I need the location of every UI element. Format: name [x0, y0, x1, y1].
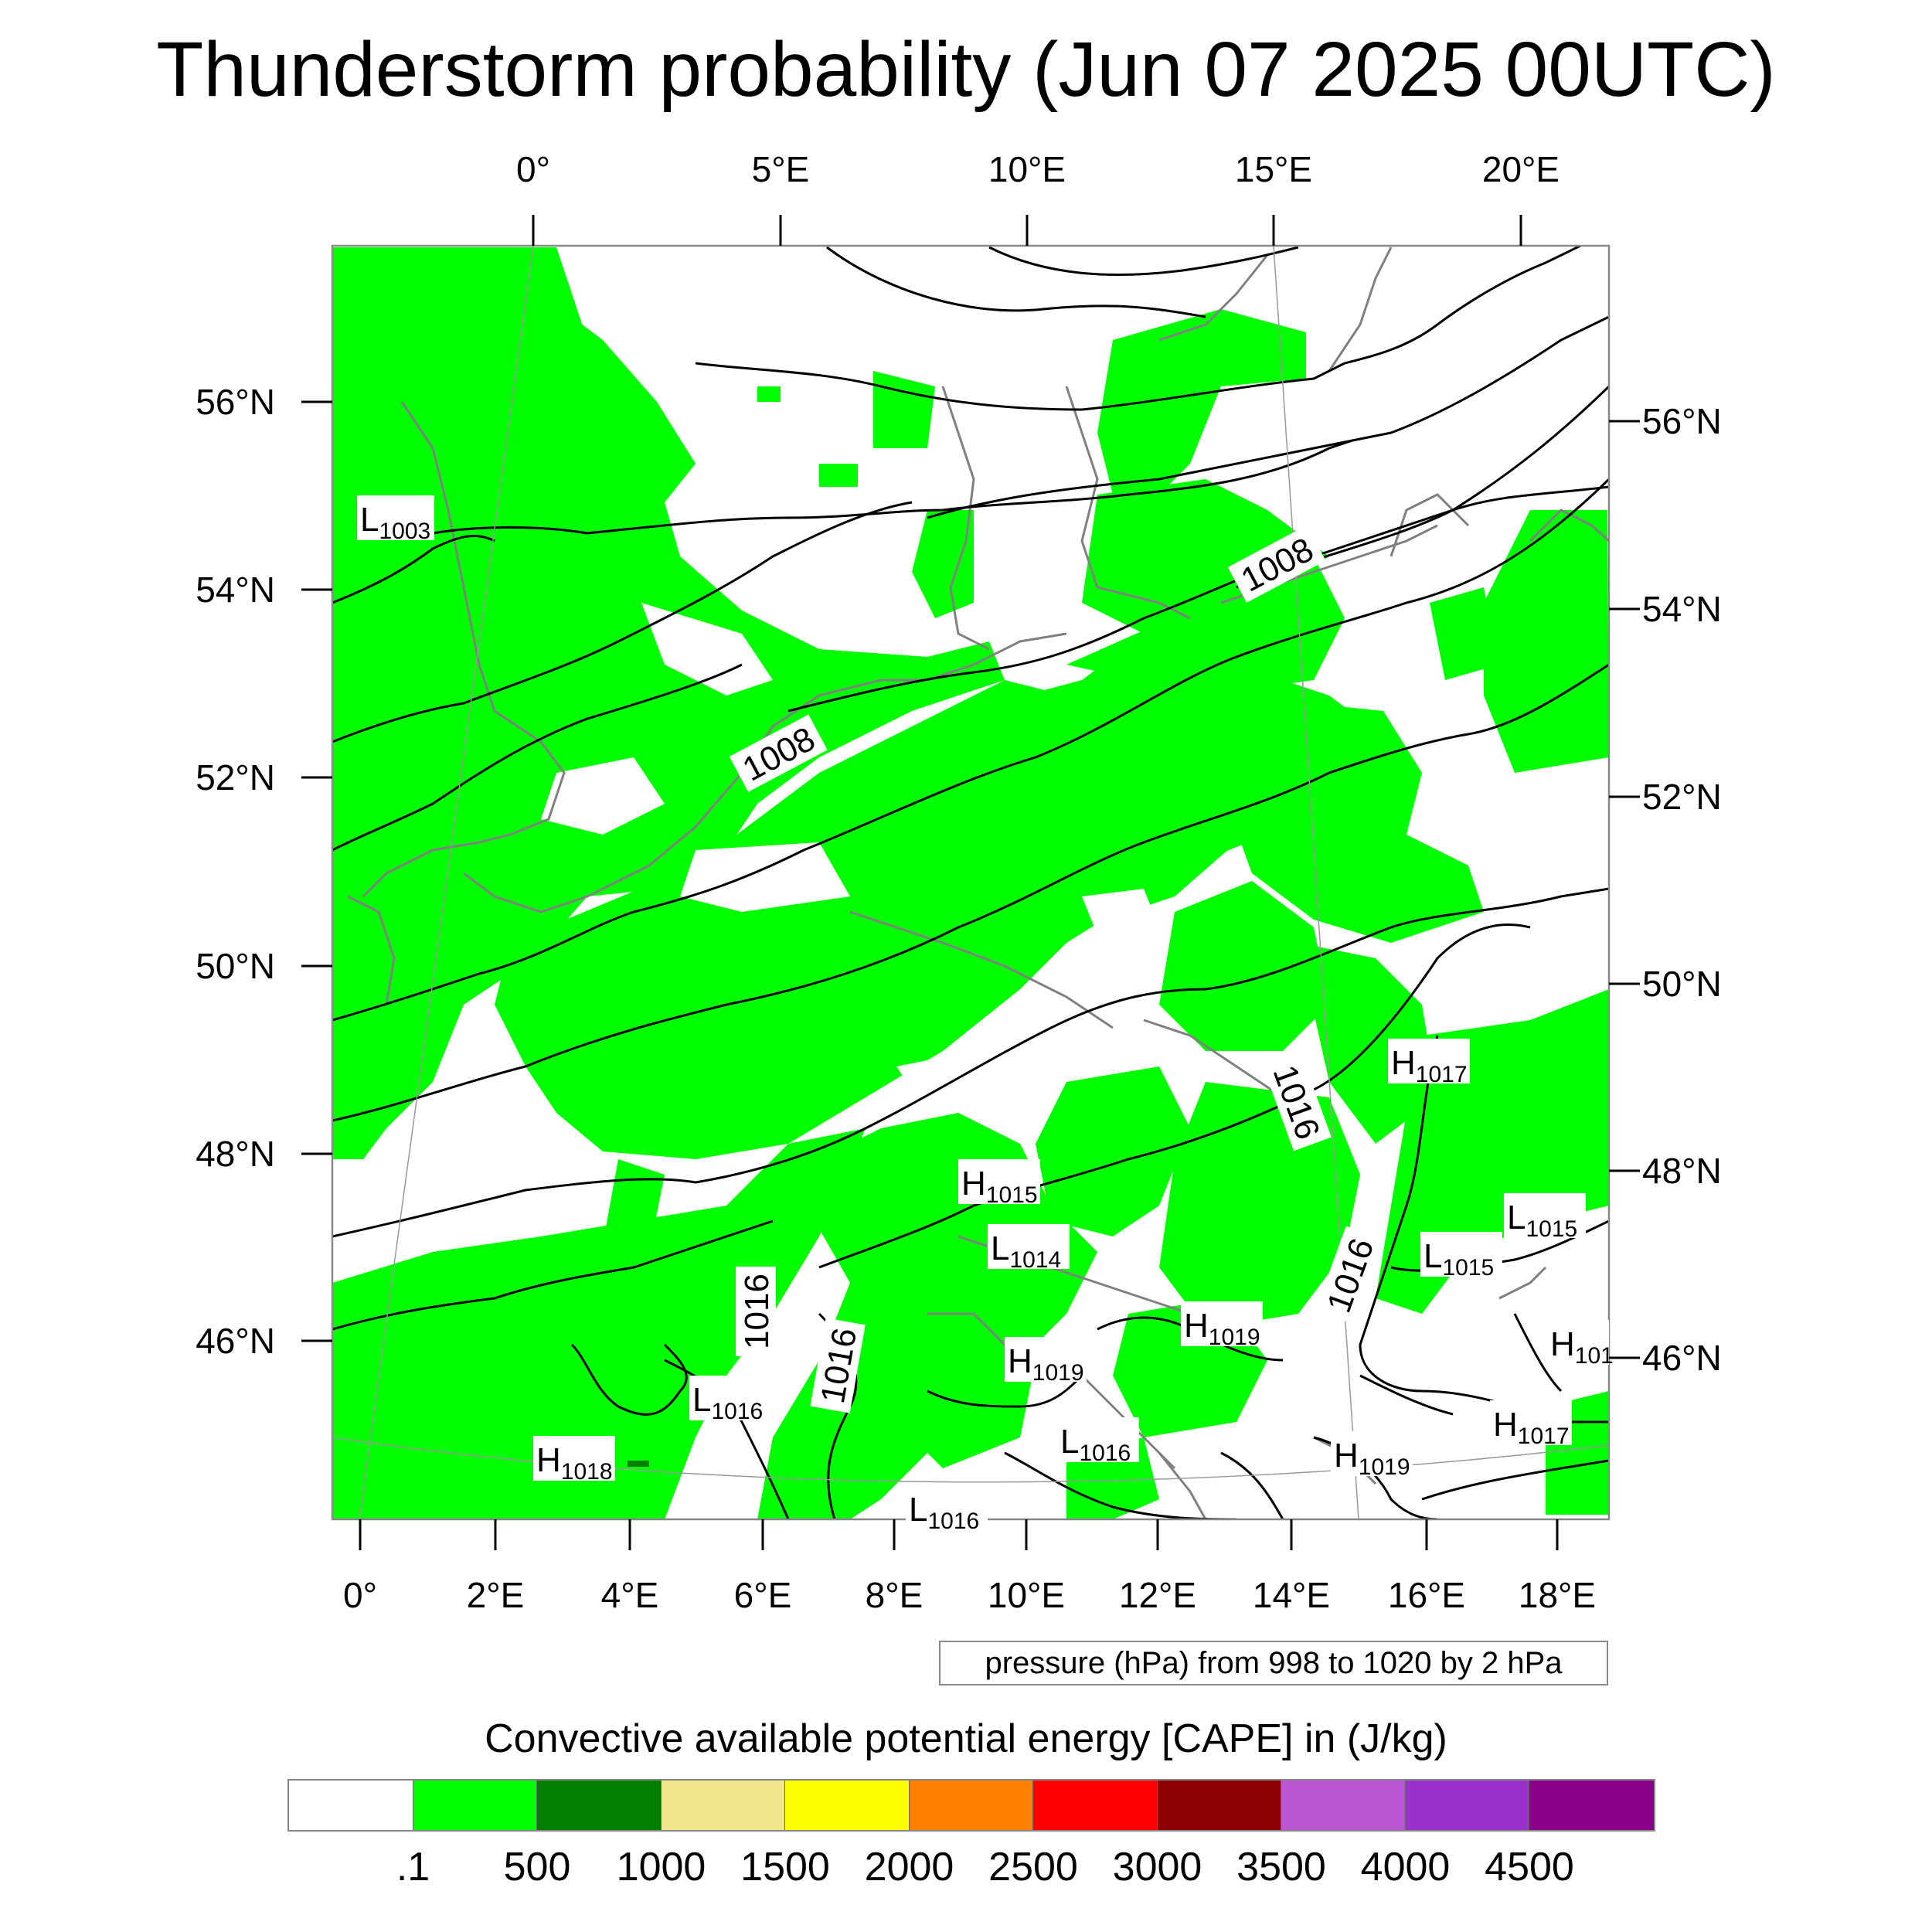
- left-lat-labels: 56°N 54°N 52°N 50°N 48°N 46°N: [196, 382, 275, 1361]
- colorbar-swatch: [1281, 1781, 1406, 1830]
- left-ticks: [301, 400, 332, 1342]
- bottom-lon-label: 14°E: [1253, 1575, 1330, 1615]
- bottom-ticks: [359, 1519, 1559, 1550]
- right-lat-label: 56°N: [1642, 401, 1722, 441]
- colorbar-label: .1: [396, 1845, 430, 1889]
- colorbar-label: 2000: [864, 1845, 954, 1889]
- bottom-lon-label: 12°E: [1119, 1575, 1196, 1615]
- colorbar-label: 1500: [740, 1845, 830, 1889]
- colorbar-swatch: [785, 1781, 910, 1830]
- isobars: [332, 246, 1609, 1519]
- right-lat-label: 54°N: [1642, 589, 1722, 629]
- bottom-lon-label: 6°E: [734, 1575, 792, 1615]
- colorbar-swatch: [1529, 1781, 1654, 1830]
- bottom-lon-label: 2°E: [467, 1575, 525, 1615]
- right-lat-label: 46°N: [1642, 1338, 1722, 1378]
- right-ticks: [1609, 420, 1640, 1359]
- right-lat-label: 48°N: [1642, 1151, 1722, 1191]
- contour-labels: 1008 1008 1016 1016 1016 1016: [729, 525, 1384, 1413]
- pressure-center: H1019: [1184, 1307, 1260, 1350]
- colorbar-label: 2500: [988, 1845, 1078, 1889]
- bottom-lon-label: 8°E: [866, 1575, 923, 1615]
- colorbar-label: 1000: [616, 1845, 706, 1889]
- top-lon-label: 0°: [516, 149, 550, 189]
- colorbar-swatch: [661, 1781, 785, 1830]
- bottom-lon-label: 10°E: [988, 1575, 1065, 1615]
- colorbar-swatch: [909, 1781, 1033, 1830]
- pressure-center: L1016: [1060, 1423, 1131, 1466]
- left-lat-label: 54°N: [196, 570, 275, 610]
- right-lat-labels: 56°N 54°N 52°N 50°N 48°N 46°N: [1642, 401, 1722, 1378]
- colorbar-label: 4500: [1485, 1845, 1574, 1889]
- pressure-center: H101: [1550, 1325, 1614, 1369]
- colorbar-label: 500: [503, 1845, 571, 1889]
- pressure-center: L1003: [360, 501, 430, 544]
- cape-field: [332, 246, 1609, 1519]
- pressure-center: H1017: [1493, 1406, 1570, 1449]
- pressure-center: H1015: [961, 1165, 1038, 1208]
- pressure-center: H1019: [1334, 1437, 1410, 1480]
- pressure-center: H1018: [536, 1441, 613, 1485]
- pressure-center: L1016: [909, 1491, 979, 1534]
- left-lat-label: 48°N: [196, 1134, 275, 1174]
- top-lon-label: 10°E: [988, 149, 1066, 189]
- colorbar-swatch: [1405, 1781, 1529, 1830]
- right-lat-label: 50°N: [1642, 964, 1722, 1004]
- right-lat-label: 52°N: [1642, 777, 1722, 817]
- colorbar-swatch: [537, 1781, 662, 1830]
- colorbar-swatch: [289, 1781, 413, 1830]
- pressure-centers: L1003 H1017 H1015 L1015 L1014 L1015 H101…: [357, 495, 1614, 1534]
- pressure-note: pressure (hPa) from 998 to 1020 by 2 hPa: [939, 1641, 1608, 1685]
- left-lat-label: 56°N: [196, 382, 275, 422]
- left-lat-label: 50°N: [196, 946, 275, 986]
- bottom-lon-label: 4°E: [601, 1575, 659, 1615]
- left-lat-label: 52°N: [196, 757, 275, 798]
- bottom-lon-label: 16°E: [1388, 1575, 1465, 1615]
- top-lon-label: 5°E: [752, 149, 810, 189]
- pressure-center: L1016: [692, 1381, 763, 1424]
- colorbar-label: 3500: [1236, 1845, 1326, 1889]
- bottom-lon-label: 18°E: [1519, 1575, 1596, 1615]
- colorbar-swatch: [413, 1781, 537, 1830]
- colorbar-swatch: [1033, 1781, 1158, 1830]
- top-lon-label: 20°E: [1482, 149, 1560, 189]
- top-ticks: [532, 215, 1522, 246]
- pressure-center: H1019: [1008, 1342, 1084, 1386]
- bottom-lon-label: 0°: [343, 1575, 377, 1615]
- top-lon-labels: 0° 5°E 10°E 15°E 20°E: [516, 149, 1560, 189]
- pressure-center: L1015: [1507, 1199, 1577, 1242]
- colorbar-title: Convective available potential energy [C…: [485, 1716, 1447, 1761]
- bottom-lon-labels: 0° 2°E 4°E 6°E 8°E 10°E 12°E 14°E 16°E 1…: [343, 1575, 1596, 1615]
- colorbar-label: 4000: [1360, 1845, 1451, 1889]
- colorbar-label: 3000: [1112, 1845, 1202, 1889]
- colorbar: [287, 1779, 1655, 1832]
- colorbar-swatch: [1157, 1781, 1281, 1830]
- left-lat-label: 46°N: [196, 1321, 275, 1361]
- pressure-center: L1015: [1423, 1237, 1494, 1281]
- pressure-center: H1017: [1391, 1044, 1468, 1087]
- top-lon-label: 15°E: [1235, 149, 1312, 189]
- colorbar-labels: .1 500 1000 1500 2000 2500 3000 3500 4000 4500: [0, 1844, 1932, 1898]
- contour-label: 1016: [738, 1274, 776, 1349]
- map-title: Thunderstorm probability (Jun 07 2025 00…: [156, 26, 1776, 113]
- pressure-center: L1014: [991, 1230, 1061, 1273]
- map-panel: 0° 5°E 10°E 15°E 20°E 0° 2°E 4°E 6°E 8°E…: [196, 149, 1722, 1615]
